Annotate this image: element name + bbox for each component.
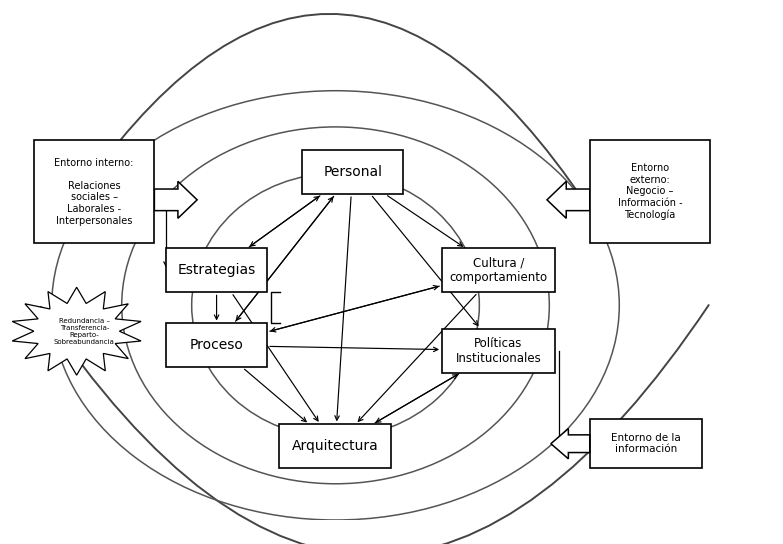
FancyBboxPatch shape	[166, 249, 267, 293]
FancyBboxPatch shape	[590, 419, 702, 468]
Text: Arquitectura: Arquitectura	[292, 440, 378, 453]
FancyBboxPatch shape	[442, 329, 555, 373]
Text: Políticas
Institucionales: Políticas Institucionales	[456, 337, 541, 364]
Polygon shape	[547, 181, 590, 218]
Text: Entorno
externo:
Negocio –
Información -
Tecnología: Entorno externo: Negocio – Información -…	[618, 163, 682, 220]
FancyBboxPatch shape	[34, 140, 154, 243]
Text: Personal: Personal	[323, 165, 382, 179]
Text: Cultura /
comportamiento: Cultura / comportamiento	[449, 256, 547, 285]
Polygon shape	[551, 429, 590, 459]
FancyBboxPatch shape	[442, 249, 555, 293]
FancyBboxPatch shape	[279, 424, 392, 468]
Text: Estrategias: Estrategias	[178, 263, 256, 277]
Text: Redundancia –
Transferencia-
Reparto-
Sobreabundancia: Redundancia – Transferencia- Reparto- So…	[54, 318, 115, 345]
Polygon shape	[13, 287, 141, 375]
Polygon shape	[154, 181, 197, 218]
Text: Proceso: Proceso	[189, 338, 244, 353]
FancyBboxPatch shape	[590, 140, 710, 243]
FancyBboxPatch shape	[166, 324, 267, 367]
Text: Entorno de la
información: Entorno de la información	[612, 433, 681, 454]
Text: Entorno interno:

Relaciones
sociales –
Laborales -
Interpersonales: Entorno interno: Relaciones sociales – L…	[55, 158, 134, 226]
FancyBboxPatch shape	[302, 150, 403, 194]
